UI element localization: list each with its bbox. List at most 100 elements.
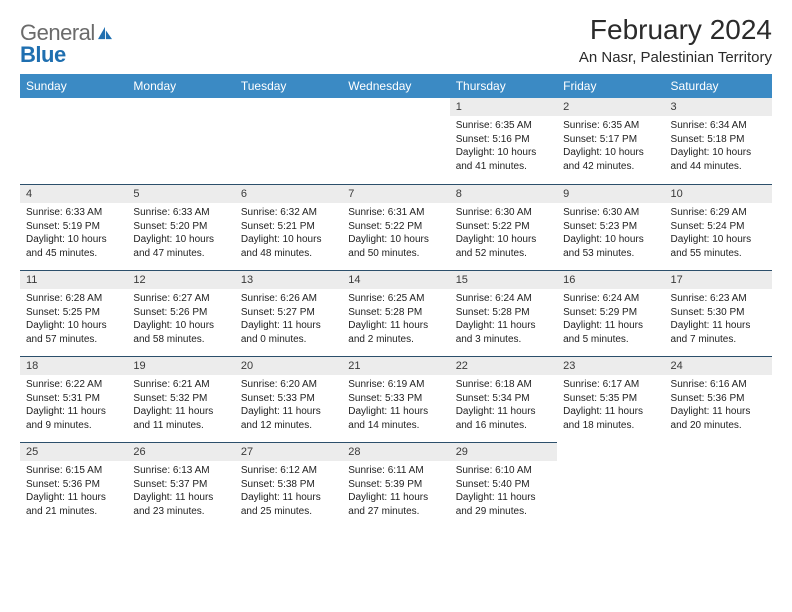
day-number: 16	[557, 270, 664, 289]
sunset-label: Sunset: 5:26 PM	[133, 306, 228, 320]
day-number: 28	[342, 442, 449, 461]
day-details: Sunrise: 6:25 AMSunset: 5:28 PMDaylight:…	[342, 289, 449, 352]
day-number: 1	[450, 98, 557, 116]
daylight-label: Daylight: 10 hours and 48 minutes.	[241, 233, 336, 260]
day-number: 25	[20, 442, 127, 461]
daylight-label: Daylight: 11 hours and 7 minutes.	[671, 319, 766, 346]
calendar-day-cell	[20, 98, 127, 184]
sunrise-label: Sunrise: 6:30 AM	[563, 206, 658, 220]
day-number: 7	[342, 184, 449, 203]
sunset-label: Sunset: 5:36 PM	[26, 478, 121, 492]
calendar-day-cell: 20Sunrise: 6:20 AMSunset: 5:33 PMDayligh…	[235, 356, 342, 442]
day-number: 15	[450, 270, 557, 289]
daylight-label: Daylight: 11 hours and 3 minutes.	[456, 319, 551, 346]
calendar-day-cell: 23Sunrise: 6:17 AMSunset: 5:35 PMDayligh…	[557, 356, 664, 442]
sunset-label: Sunset: 5:22 PM	[456, 220, 551, 234]
day-number: 22	[450, 356, 557, 375]
sunrise-label: Sunrise: 6:15 AM	[26, 464, 121, 478]
day-details: Sunrise: 6:24 AMSunset: 5:29 PMDaylight:…	[557, 289, 664, 352]
daylight-label: Daylight: 11 hours and 29 minutes.	[456, 491, 551, 518]
sunset-label: Sunset: 5:25 PM	[26, 306, 121, 320]
calendar-day-cell: 29Sunrise: 6:10 AMSunset: 5:40 PMDayligh…	[450, 442, 557, 528]
sunset-label: Sunset: 5:36 PM	[671, 392, 766, 406]
logo-sail-icon	[97, 26, 113, 45]
sunrise-label: Sunrise: 6:34 AM	[671, 119, 766, 133]
day-details: Sunrise: 6:30 AMSunset: 5:23 PMDaylight:…	[557, 203, 664, 266]
day-details: Sunrise: 6:23 AMSunset: 5:30 PMDaylight:…	[665, 289, 772, 352]
sunset-label: Sunset: 5:27 PM	[241, 306, 336, 320]
day-number: 5	[127, 184, 234, 203]
day-number: 19	[127, 356, 234, 375]
day-details: Sunrise: 6:19 AMSunset: 5:33 PMDaylight:…	[342, 375, 449, 438]
day-details: Sunrise: 6:30 AMSunset: 5:22 PMDaylight:…	[450, 203, 557, 266]
sunrise-label: Sunrise: 6:24 AM	[563, 292, 658, 306]
daylight-label: Daylight: 11 hours and 5 minutes.	[563, 319, 658, 346]
day-details: Sunrise: 6:16 AMSunset: 5:36 PMDaylight:…	[665, 375, 772, 438]
day-details: Sunrise: 6:29 AMSunset: 5:24 PMDaylight:…	[665, 203, 772, 266]
daylight-label: Daylight: 10 hours and 57 minutes.	[26, 319, 121, 346]
day-header: Friday	[557, 74, 664, 98]
calendar-week-row: 4Sunrise: 6:33 AMSunset: 5:19 PMDaylight…	[20, 184, 772, 270]
day-number: 29	[450, 442, 557, 461]
daylight-label: Daylight: 11 hours and 27 minutes.	[348, 491, 443, 518]
day-details: Sunrise: 6:27 AMSunset: 5:26 PMDaylight:…	[127, 289, 234, 352]
calendar-day-cell: 5Sunrise: 6:33 AMSunset: 5:20 PMDaylight…	[127, 184, 234, 270]
day-number: 11	[20, 270, 127, 289]
daylight-label: Daylight: 11 hours and 16 minutes.	[456, 405, 551, 432]
calendar-day-cell: 14Sunrise: 6:25 AMSunset: 5:28 PMDayligh…	[342, 270, 449, 356]
day-number: 20	[235, 356, 342, 375]
day-details: Sunrise: 6:33 AMSunset: 5:19 PMDaylight:…	[20, 203, 127, 266]
calendar-day-cell: 8Sunrise: 6:30 AMSunset: 5:22 PMDaylight…	[450, 184, 557, 270]
sunset-label: Sunset: 5:20 PM	[133, 220, 228, 234]
calendar-day-cell: 16Sunrise: 6:24 AMSunset: 5:29 PMDayligh…	[557, 270, 664, 356]
day-header: Wednesday	[342, 74, 449, 98]
day-details: Sunrise: 6:10 AMSunset: 5:40 PMDaylight:…	[450, 461, 557, 524]
day-details: Sunrise: 6:33 AMSunset: 5:20 PMDaylight:…	[127, 203, 234, 266]
page-header: GeneralBlue February 2024 An Nasr, Pales…	[20, 14, 772, 68]
daylight-label: Daylight: 11 hours and 12 minutes.	[241, 405, 336, 432]
day-number: 13	[235, 270, 342, 289]
sunrise-label: Sunrise: 6:31 AM	[348, 206, 443, 220]
calendar-page: GeneralBlue February 2024 An Nasr, Pales…	[0, 0, 792, 542]
sunset-label: Sunset: 5:22 PM	[348, 220, 443, 234]
day-number: 10	[665, 184, 772, 203]
day-number: 6	[235, 184, 342, 203]
sunrise-label: Sunrise: 6:24 AM	[456, 292, 551, 306]
day-number: 21	[342, 356, 449, 375]
sunrise-label: Sunrise: 6:27 AM	[133, 292, 228, 306]
day-number: 23	[557, 356, 664, 375]
sunset-label: Sunset: 5:17 PM	[563, 133, 658, 147]
sunrise-label: Sunrise: 6:35 AM	[563, 119, 658, 133]
calendar-day-cell: 6Sunrise: 6:32 AMSunset: 5:21 PMDaylight…	[235, 184, 342, 270]
day-details: Sunrise: 6:15 AMSunset: 5:36 PMDaylight:…	[20, 461, 127, 524]
sunrise-label: Sunrise: 6:33 AM	[26, 206, 121, 220]
daylight-label: Daylight: 11 hours and 25 minutes.	[241, 491, 336, 518]
day-number: 2	[557, 98, 664, 116]
sunrise-label: Sunrise: 6:21 AM	[133, 378, 228, 392]
calendar-day-cell: 4Sunrise: 6:33 AMSunset: 5:19 PMDaylight…	[20, 184, 127, 270]
day-details: Sunrise: 6:20 AMSunset: 5:33 PMDaylight:…	[235, 375, 342, 438]
sunset-label: Sunset: 5:23 PM	[563, 220, 658, 234]
sunrise-label: Sunrise: 6:11 AM	[348, 464, 443, 478]
daylight-label: Daylight: 11 hours and 0 minutes.	[241, 319, 336, 346]
day-details: Sunrise: 6:34 AMSunset: 5:18 PMDaylight:…	[665, 116, 772, 179]
calendar-day-cell: 15Sunrise: 6:24 AMSunset: 5:28 PMDayligh…	[450, 270, 557, 356]
sunrise-label: Sunrise: 6:35 AM	[456, 119, 551, 133]
day-details: Sunrise: 6:35 AMSunset: 5:16 PMDaylight:…	[450, 116, 557, 179]
calendar-day-cell: 24Sunrise: 6:16 AMSunset: 5:36 PMDayligh…	[665, 356, 772, 442]
day-number: 14	[342, 270, 449, 289]
calendar-day-cell: 17Sunrise: 6:23 AMSunset: 5:30 PMDayligh…	[665, 270, 772, 356]
sunrise-label: Sunrise: 6:12 AM	[241, 464, 336, 478]
day-details: Sunrise: 6:17 AMSunset: 5:35 PMDaylight:…	[557, 375, 664, 438]
daylight-label: Daylight: 11 hours and 11 minutes.	[133, 405, 228, 432]
sunset-label: Sunset: 5:29 PM	[563, 306, 658, 320]
daylight-label: Daylight: 11 hours and 9 minutes.	[26, 405, 121, 432]
sunset-label: Sunset: 5:40 PM	[456, 478, 551, 492]
day-header: Saturday	[665, 74, 772, 98]
location-label: An Nasr, Palestinian Territory	[579, 49, 772, 66]
month-title: February 2024	[579, 14, 772, 46]
sunrise-label: Sunrise: 6:16 AM	[671, 378, 766, 392]
calendar-body: 1Sunrise: 6:35 AMSunset: 5:16 PMDaylight…	[20, 98, 772, 528]
sunset-label: Sunset: 5:21 PM	[241, 220, 336, 234]
day-header: Monday	[127, 74, 234, 98]
